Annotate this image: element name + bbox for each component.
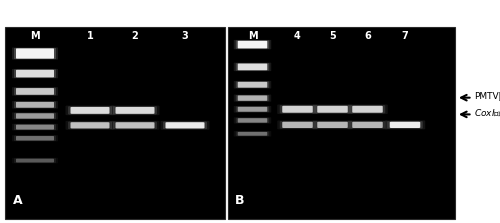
FancyBboxPatch shape <box>12 87 58 96</box>
FancyBboxPatch shape <box>12 124 58 130</box>
FancyBboxPatch shape <box>352 122 383 128</box>
FancyBboxPatch shape <box>350 121 385 129</box>
FancyBboxPatch shape <box>385 120 425 129</box>
FancyBboxPatch shape <box>234 81 271 89</box>
FancyBboxPatch shape <box>14 48 56 59</box>
FancyBboxPatch shape <box>352 106 383 113</box>
Text: $\it{CoxI}$　（332bp）: $\it{CoxI}$ （332bp） <box>474 107 500 120</box>
FancyBboxPatch shape <box>238 95 267 101</box>
FancyBboxPatch shape <box>238 118 267 123</box>
FancyBboxPatch shape <box>238 64 267 70</box>
FancyBboxPatch shape <box>388 121 423 129</box>
FancyBboxPatch shape <box>66 121 114 130</box>
FancyBboxPatch shape <box>116 122 154 128</box>
FancyBboxPatch shape <box>113 122 157 129</box>
FancyBboxPatch shape <box>390 122 420 128</box>
Text: 3: 3 <box>182 31 188 41</box>
FancyBboxPatch shape <box>66 106 114 115</box>
Text: 2: 2 <box>132 31 138 41</box>
FancyBboxPatch shape <box>116 107 154 114</box>
FancyBboxPatch shape <box>234 95 271 102</box>
FancyBboxPatch shape <box>12 101 58 109</box>
FancyBboxPatch shape <box>315 105 350 113</box>
FancyBboxPatch shape <box>238 107 267 112</box>
FancyBboxPatch shape <box>234 117 271 124</box>
FancyBboxPatch shape <box>68 106 112 115</box>
Text: M: M <box>248 31 258 41</box>
Text: 7: 7 <box>402 31 408 41</box>
FancyBboxPatch shape <box>16 70 54 77</box>
FancyBboxPatch shape <box>234 40 271 49</box>
FancyBboxPatch shape <box>16 48 54 59</box>
FancyBboxPatch shape <box>12 69 58 78</box>
FancyBboxPatch shape <box>110 121 160 130</box>
FancyBboxPatch shape <box>163 122 207 129</box>
Text: PMTV　（460bp）: PMTV （460bp） <box>474 92 500 101</box>
Text: A: A <box>12 194 22 207</box>
FancyBboxPatch shape <box>282 122 313 128</box>
FancyBboxPatch shape <box>12 135 58 141</box>
FancyBboxPatch shape <box>238 132 267 136</box>
FancyBboxPatch shape <box>16 113 54 119</box>
FancyBboxPatch shape <box>236 95 269 101</box>
FancyBboxPatch shape <box>318 122 348 128</box>
Bar <box>228 27 455 219</box>
FancyBboxPatch shape <box>280 121 316 129</box>
FancyBboxPatch shape <box>318 106 348 113</box>
FancyBboxPatch shape <box>280 105 316 113</box>
FancyBboxPatch shape <box>347 104 388 114</box>
Text: 5: 5 <box>329 31 336 41</box>
FancyBboxPatch shape <box>315 121 350 129</box>
FancyBboxPatch shape <box>234 131 271 136</box>
FancyBboxPatch shape <box>347 120 388 129</box>
Text: 1: 1 <box>86 31 94 41</box>
Text: 6: 6 <box>364 31 371 41</box>
FancyBboxPatch shape <box>236 40 269 49</box>
FancyBboxPatch shape <box>277 104 318 114</box>
FancyBboxPatch shape <box>68 122 112 129</box>
FancyBboxPatch shape <box>236 81 269 88</box>
Text: M: M <box>30 31 40 41</box>
Bar <box>5 27 225 219</box>
FancyBboxPatch shape <box>14 124 56 130</box>
FancyBboxPatch shape <box>12 112 58 120</box>
FancyBboxPatch shape <box>14 136 56 141</box>
FancyBboxPatch shape <box>166 122 204 128</box>
FancyBboxPatch shape <box>282 106 313 113</box>
FancyBboxPatch shape <box>16 102 54 108</box>
FancyBboxPatch shape <box>113 106 157 115</box>
FancyBboxPatch shape <box>238 41 267 48</box>
FancyBboxPatch shape <box>14 69 56 78</box>
Text: B: B <box>235 194 244 207</box>
FancyBboxPatch shape <box>70 107 110 114</box>
FancyBboxPatch shape <box>16 88 54 95</box>
FancyBboxPatch shape <box>236 131 269 136</box>
FancyBboxPatch shape <box>14 88 56 95</box>
FancyBboxPatch shape <box>277 120 318 129</box>
FancyBboxPatch shape <box>234 106 271 113</box>
FancyBboxPatch shape <box>234 63 271 71</box>
FancyBboxPatch shape <box>312 120 353 129</box>
FancyBboxPatch shape <box>160 121 210 130</box>
FancyBboxPatch shape <box>236 63 269 71</box>
FancyBboxPatch shape <box>14 158 56 163</box>
FancyBboxPatch shape <box>236 118 269 123</box>
FancyBboxPatch shape <box>236 106 269 112</box>
FancyBboxPatch shape <box>14 101 56 108</box>
FancyBboxPatch shape <box>238 82 267 88</box>
FancyBboxPatch shape <box>312 104 353 114</box>
FancyBboxPatch shape <box>12 158 58 163</box>
Text: 4: 4 <box>294 31 301 41</box>
FancyBboxPatch shape <box>12 47 58 60</box>
FancyBboxPatch shape <box>16 159 54 162</box>
FancyBboxPatch shape <box>14 113 56 119</box>
FancyBboxPatch shape <box>350 105 385 113</box>
FancyBboxPatch shape <box>70 122 110 128</box>
FancyBboxPatch shape <box>16 125 54 130</box>
FancyBboxPatch shape <box>16 136 54 140</box>
FancyBboxPatch shape <box>110 106 160 115</box>
